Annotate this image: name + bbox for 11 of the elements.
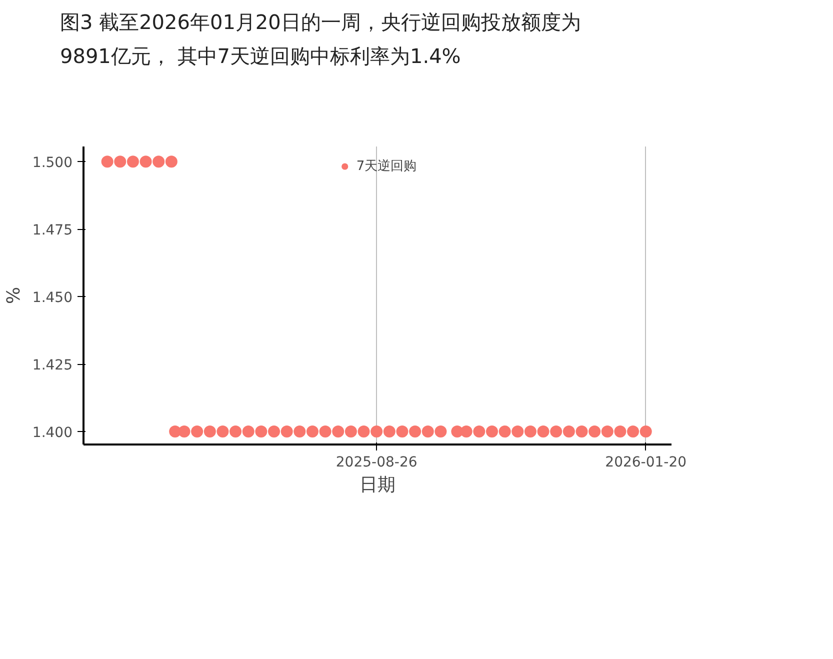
legend-label: 7天逆回购 — [356, 158, 417, 175]
x-tick-label: 2026-01-20 — [605, 454, 687, 470]
y-tick-label: 1.450 — [32, 290, 73, 306]
chart-title: 图3 截至2026年01月20日的一周，央行逆回购投放额度为9891亿元， 其中7天逆回购中标利率为1.4% — [60, 9, 581, 70]
x-tick-label: 2025-08-26 — [336, 454, 418, 470]
y-tick-label: 1.500 — [32, 155, 73, 172]
y-axis-title: % — [3, 286, 24, 304]
y-tick-label: 1.400 — [32, 425, 73, 442]
y-tick-label: 1.475 — [32, 222, 73, 239]
x-axis-title: 日期 — [360, 474, 396, 496]
y-tick-label: 1.425 — [32, 358, 73, 374]
